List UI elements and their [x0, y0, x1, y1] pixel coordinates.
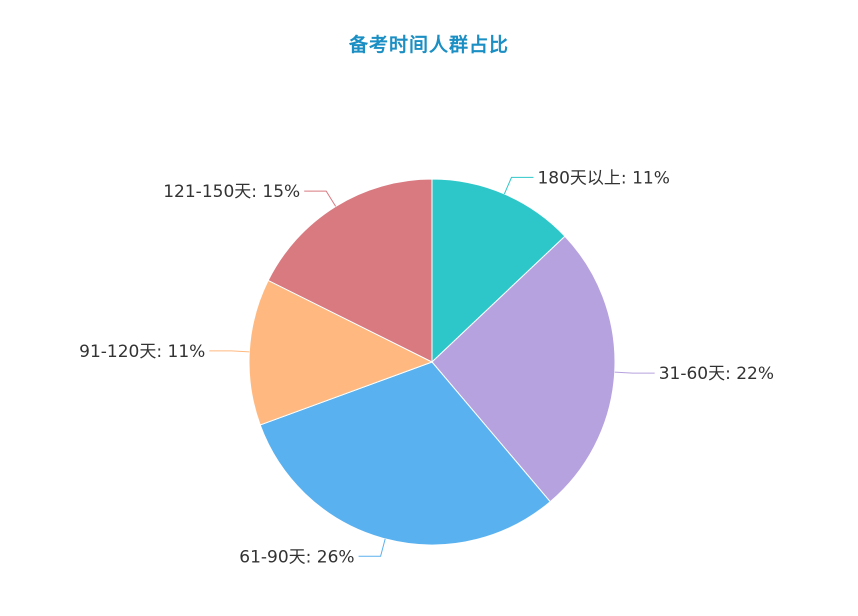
pie-slice-2[interactable] [259, 361, 551, 546]
slice-label-1: 31-60天: 22% [659, 364, 774, 384]
slice-label-3: 91-120天: 11% [79, 342, 205, 362]
leader-line-1 [614, 371, 655, 374]
slice-label-2: 61-90天: 26% [239, 547, 354, 567]
pie-slice-3[interactable] [248, 279, 434, 426]
slice-label-4: 121-150天: 15% [163, 182, 300, 202]
leader-line-0 [503, 176, 534, 195]
leader-line-2 [358, 538, 386, 557]
pie-slice-4[interactable] [267, 178, 433, 363]
pie-slice-1[interactable] [431, 235, 616, 503]
slice-label-0: 180天以上: 11% [537, 168, 669, 188]
chart-title: 备考时间人群占比 [348, 34, 509, 56]
leader-line-4 [304, 190, 337, 207]
leader-line-3 [209, 350, 250, 353]
